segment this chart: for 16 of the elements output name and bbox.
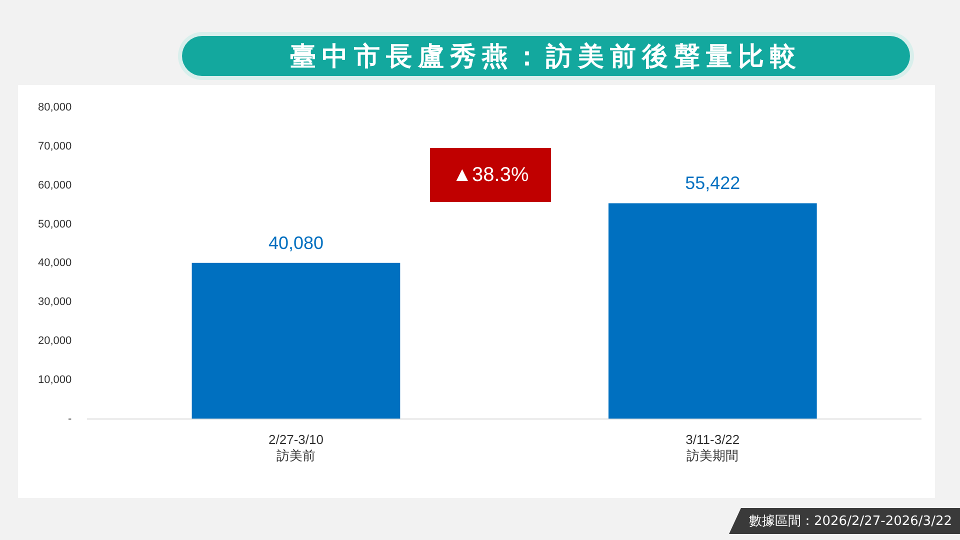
annotation: ▲38.3%	[430, 148, 551, 202]
y-tick-label: 30,000	[38, 296, 72, 308]
y-tick-label: 40,000	[38, 257, 72, 270]
data-label: 40,080	[268, 232, 324, 253]
y-tick-label: 60,000	[38, 179, 72, 192]
chart-title: 臺中市長盧秀燕：訪美前後聲量比較	[182, 36, 910, 76]
y-tick-label: 80,000	[38, 102, 72, 114]
y-tick-label: 50,000	[38, 218, 72, 230]
y-tick-label: 20,000	[38, 335, 72, 348]
y-tick-label: -	[68, 412, 72, 425]
y-tick-label: 70,000	[38, 140, 72, 153]
x-tick-label: 3/11-3/22 訪美期間	[686, 432, 740, 463]
x-tick-label: 2/27-3/10 訪美前	[268, 432, 324, 463]
text: 數據區間：2026/2/27-2026/3/22	[728, 508, 960, 534]
y-tick-label: 10,000	[38, 374, 72, 386]
data-label: 55,422	[685, 173, 740, 194]
